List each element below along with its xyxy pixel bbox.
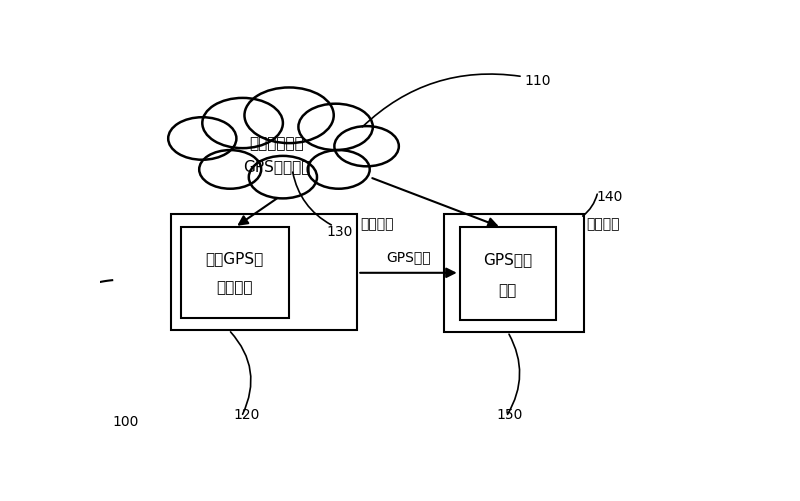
Bar — [181, 228, 289, 319]
Circle shape — [308, 151, 370, 189]
Text: 100: 100 — [112, 414, 138, 428]
Text: 发送终端: 发送终端 — [360, 216, 394, 230]
Bar — [459, 228, 556, 321]
Circle shape — [249, 156, 317, 199]
Text: 模块: 模块 — [498, 282, 517, 297]
Text: GPS导航系统: GPS导航系统 — [243, 159, 310, 174]
Circle shape — [245, 88, 334, 144]
Text: 140: 140 — [596, 189, 622, 203]
Text: 接收终端: 接收终端 — [586, 216, 620, 230]
Circle shape — [298, 105, 373, 151]
Bar — [174, 92, 393, 195]
Circle shape — [334, 127, 399, 167]
Text: 支持GPS功: 支持GPS功 — [206, 250, 264, 266]
Circle shape — [199, 151, 261, 189]
Circle shape — [202, 99, 283, 149]
Text: 能的相机: 能的相机 — [217, 279, 253, 294]
Bar — [444, 214, 584, 332]
Text: 120: 120 — [234, 407, 260, 421]
Bar — [171, 214, 358, 330]
Text: 110: 110 — [525, 74, 551, 88]
Text: GPS导航: GPS导航 — [483, 252, 532, 266]
Circle shape — [168, 118, 237, 160]
Text: GPS信息: GPS信息 — [386, 249, 430, 264]
Text: 130: 130 — [326, 224, 353, 238]
Text: 150: 150 — [497, 407, 523, 421]
Text: 卫星网构成的: 卫星网构成的 — [250, 136, 304, 150]
